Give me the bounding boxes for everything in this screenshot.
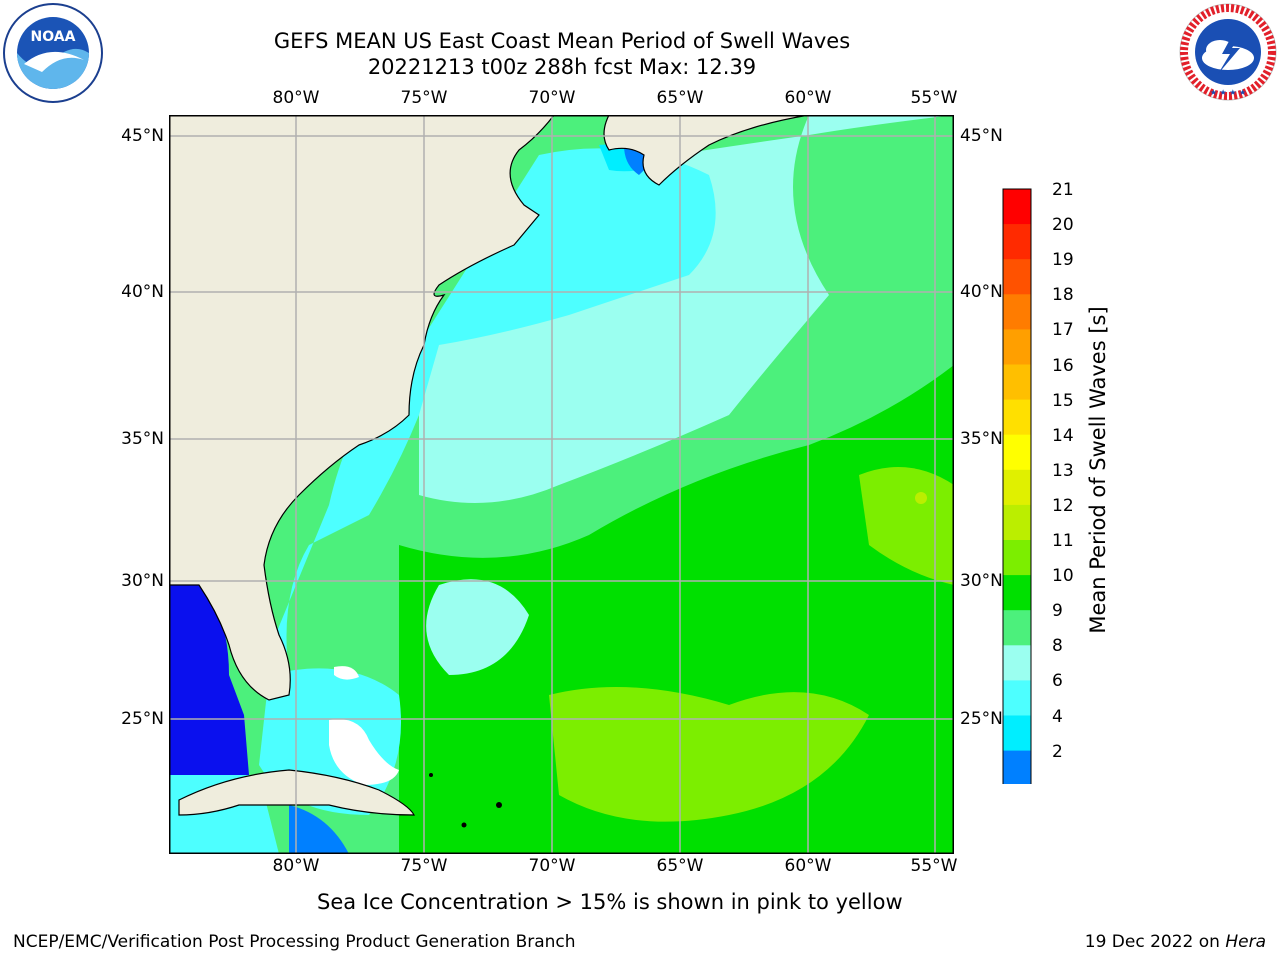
lat-tick-right: 30°N — [960, 571, 1003, 591]
lon-tick-bottom: 70°W — [528, 856, 576, 876]
map-panel — [169, 115, 954, 854]
map-title: GEFS MEAN US East Coast Mean Period of S… — [273, 29, 851, 53]
lon-tick-bottom: 75°W — [400, 856, 448, 876]
island — [461, 822, 467, 828]
colorbar-band — [1003, 294, 1031, 330]
graticule — [169, 115, 954, 854]
contour-11-12 — [859, 467, 954, 585]
contour-8-9 — [459, 453, 519, 495]
credit-date: 19 Dec 2022 on Hera — [1085, 932, 1266, 952]
lon-tick-top: 60°W — [784, 88, 832, 108]
colorbar-tick-label: 17 — [1052, 320, 1074, 341]
swell-period-field — [169, 115, 954, 854]
colorbar — [1002, 188, 1036, 784]
lat-tick-right: 45°N — [960, 126, 1003, 146]
colorbar-tick-label: 9 — [1052, 601, 1063, 622]
colorbar-band — [1003, 540, 1031, 576]
land-nova-scotia — [603, 115, 810, 186]
lon-tick-bottom: 60°W — [784, 856, 832, 876]
colorbar-tick-label: 15 — [1052, 390, 1074, 411]
credit-date-text: 19 Dec 2022 on — [1084, 932, 1226, 952]
lat-tick-right: 35°N — [960, 429, 1003, 449]
colorbar-frame — [1002, 188, 1032, 784]
contour-6-8 — [259, 148, 716, 716]
lat-tick-left: 45°N — [121, 126, 164, 146]
svg-text:★ ★ ★ ★: ★ ★ ★ ★ — [1210, 88, 1246, 97]
colorbar-band — [1003, 469, 1031, 506]
colorbar-band — [1003, 504, 1031, 541]
lon-tick-bottom: 55°W — [910, 856, 958, 876]
colorbar-tick-label: 16 — [1052, 355, 1074, 376]
contour-12-13 — [915, 492, 927, 504]
colorbar-tick-label: 13 — [1052, 460, 1074, 481]
lon-tick-top: 75°W — [400, 88, 448, 108]
colorbar-band — [1003, 680, 1031, 716]
nws-logo: ★ ★ ★ ★ — [1178, 2, 1278, 102]
colorbar-band — [1003, 750, 1031, 784]
lon-tick-top: 80°W — [272, 88, 320, 108]
lon-tick-top: 55°W — [910, 88, 958, 108]
colorbar-tick-label: 14 — [1052, 425, 1074, 446]
island — [429, 773, 433, 777]
colorbar-tick-label: 21 — [1052, 180, 1074, 200]
colorbar-tick-label: 10 — [1052, 566, 1074, 587]
credit-machine: Hera — [1225, 932, 1266, 952]
colorbar-band — [1003, 224, 1031, 260]
colorbar-tick-label: 20 — [1052, 215, 1074, 236]
colorbar-band — [1003, 715, 1031, 752]
colorbar-tick-label: 11 — [1052, 531, 1074, 551]
noaa-logo-text: NOAA — [31, 29, 76, 45]
lon-tick-bottom: 80°W — [272, 856, 320, 876]
lon-tick-top: 65°W — [656, 88, 704, 108]
colorbar-band — [1003, 399, 1031, 436]
colorbar-tick-label: 19 — [1052, 250, 1074, 271]
colorbar-tick-label: 12 — [1052, 495, 1074, 516]
lat-tick-left: 40°N — [121, 282, 164, 302]
colorbar-tick-label: 4 — [1052, 706, 1063, 727]
contour-11-12 — [549, 687, 869, 822]
contour-8-9 — [426, 579, 529, 675]
lat-tick-left: 35°N — [121, 429, 164, 449]
island — [496, 802, 502, 808]
lon-tick-bottom: 65°W — [656, 856, 704, 876]
contour-2-4 — [169, 580, 249, 775]
lat-tick-left: 30°N — [121, 571, 164, 591]
colorbar-band — [1003, 364, 1031, 401]
credit-branch: NCEP/EMC/Verification Post Processing Pr… — [13, 932, 576, 952]
map-subtitle: 20221213 t00z 288h fcst Max: 12.39 — [367, 55, 757, 79]
colorbar-band — [1003, 434, 1031, 471]
colorbar-band — [1003, 189, 1031, 225]
colorbar-tick-label: 18 — [1052, 285, 1074, 306]
sea-ice-note: Sea Ice Concentration > 15% is shown in … — [317, 890, 903, 914]
map-frame — [169, 115, 954, 854]
colorbar-tick-label: 2 — [1052, 741, 1063, 762]
colorbar-graphic — [1002, 188, 1032, 784]
colorbar-label: Mean Period of Swell Waves [s] — [1086, 306, 1110, 634]
bahamas-bank — [334, 666, 359, 680]
lat-tick-right: 25°N — [960, 709, 1003, 729]
colorbar-band — [1003, 259, 1031, 295]
colorbar-tick-label: 8 — [1052, 636, 1063, 657]
colorbar-band — [1003, 610, 1031, 646]
colorbar-band — [1003, 329, 1031, 365]
lat-tick-left: 25°N — [121, 709, 164, 729]
lon-tick-top: 70°W — [528, 88, 576, 108]
colorbar-tick-label: 6 — [1052, 671, 1063, 692]
land-us-east-coast — [169, 115, 555, 701]
colorbar-band — [1003, 575, 1031, 611]
bahamas-bank — [329, 719, 399, 785]
colorbar-band — [1003, 645, 1031, 681]
noaa-logo: NOAA — [2, 2, 104, 104]
lat-tick-right: 40°N — [960, 282, 1003, 302]
contour-2-4 — [289, 805, 349, 854]
